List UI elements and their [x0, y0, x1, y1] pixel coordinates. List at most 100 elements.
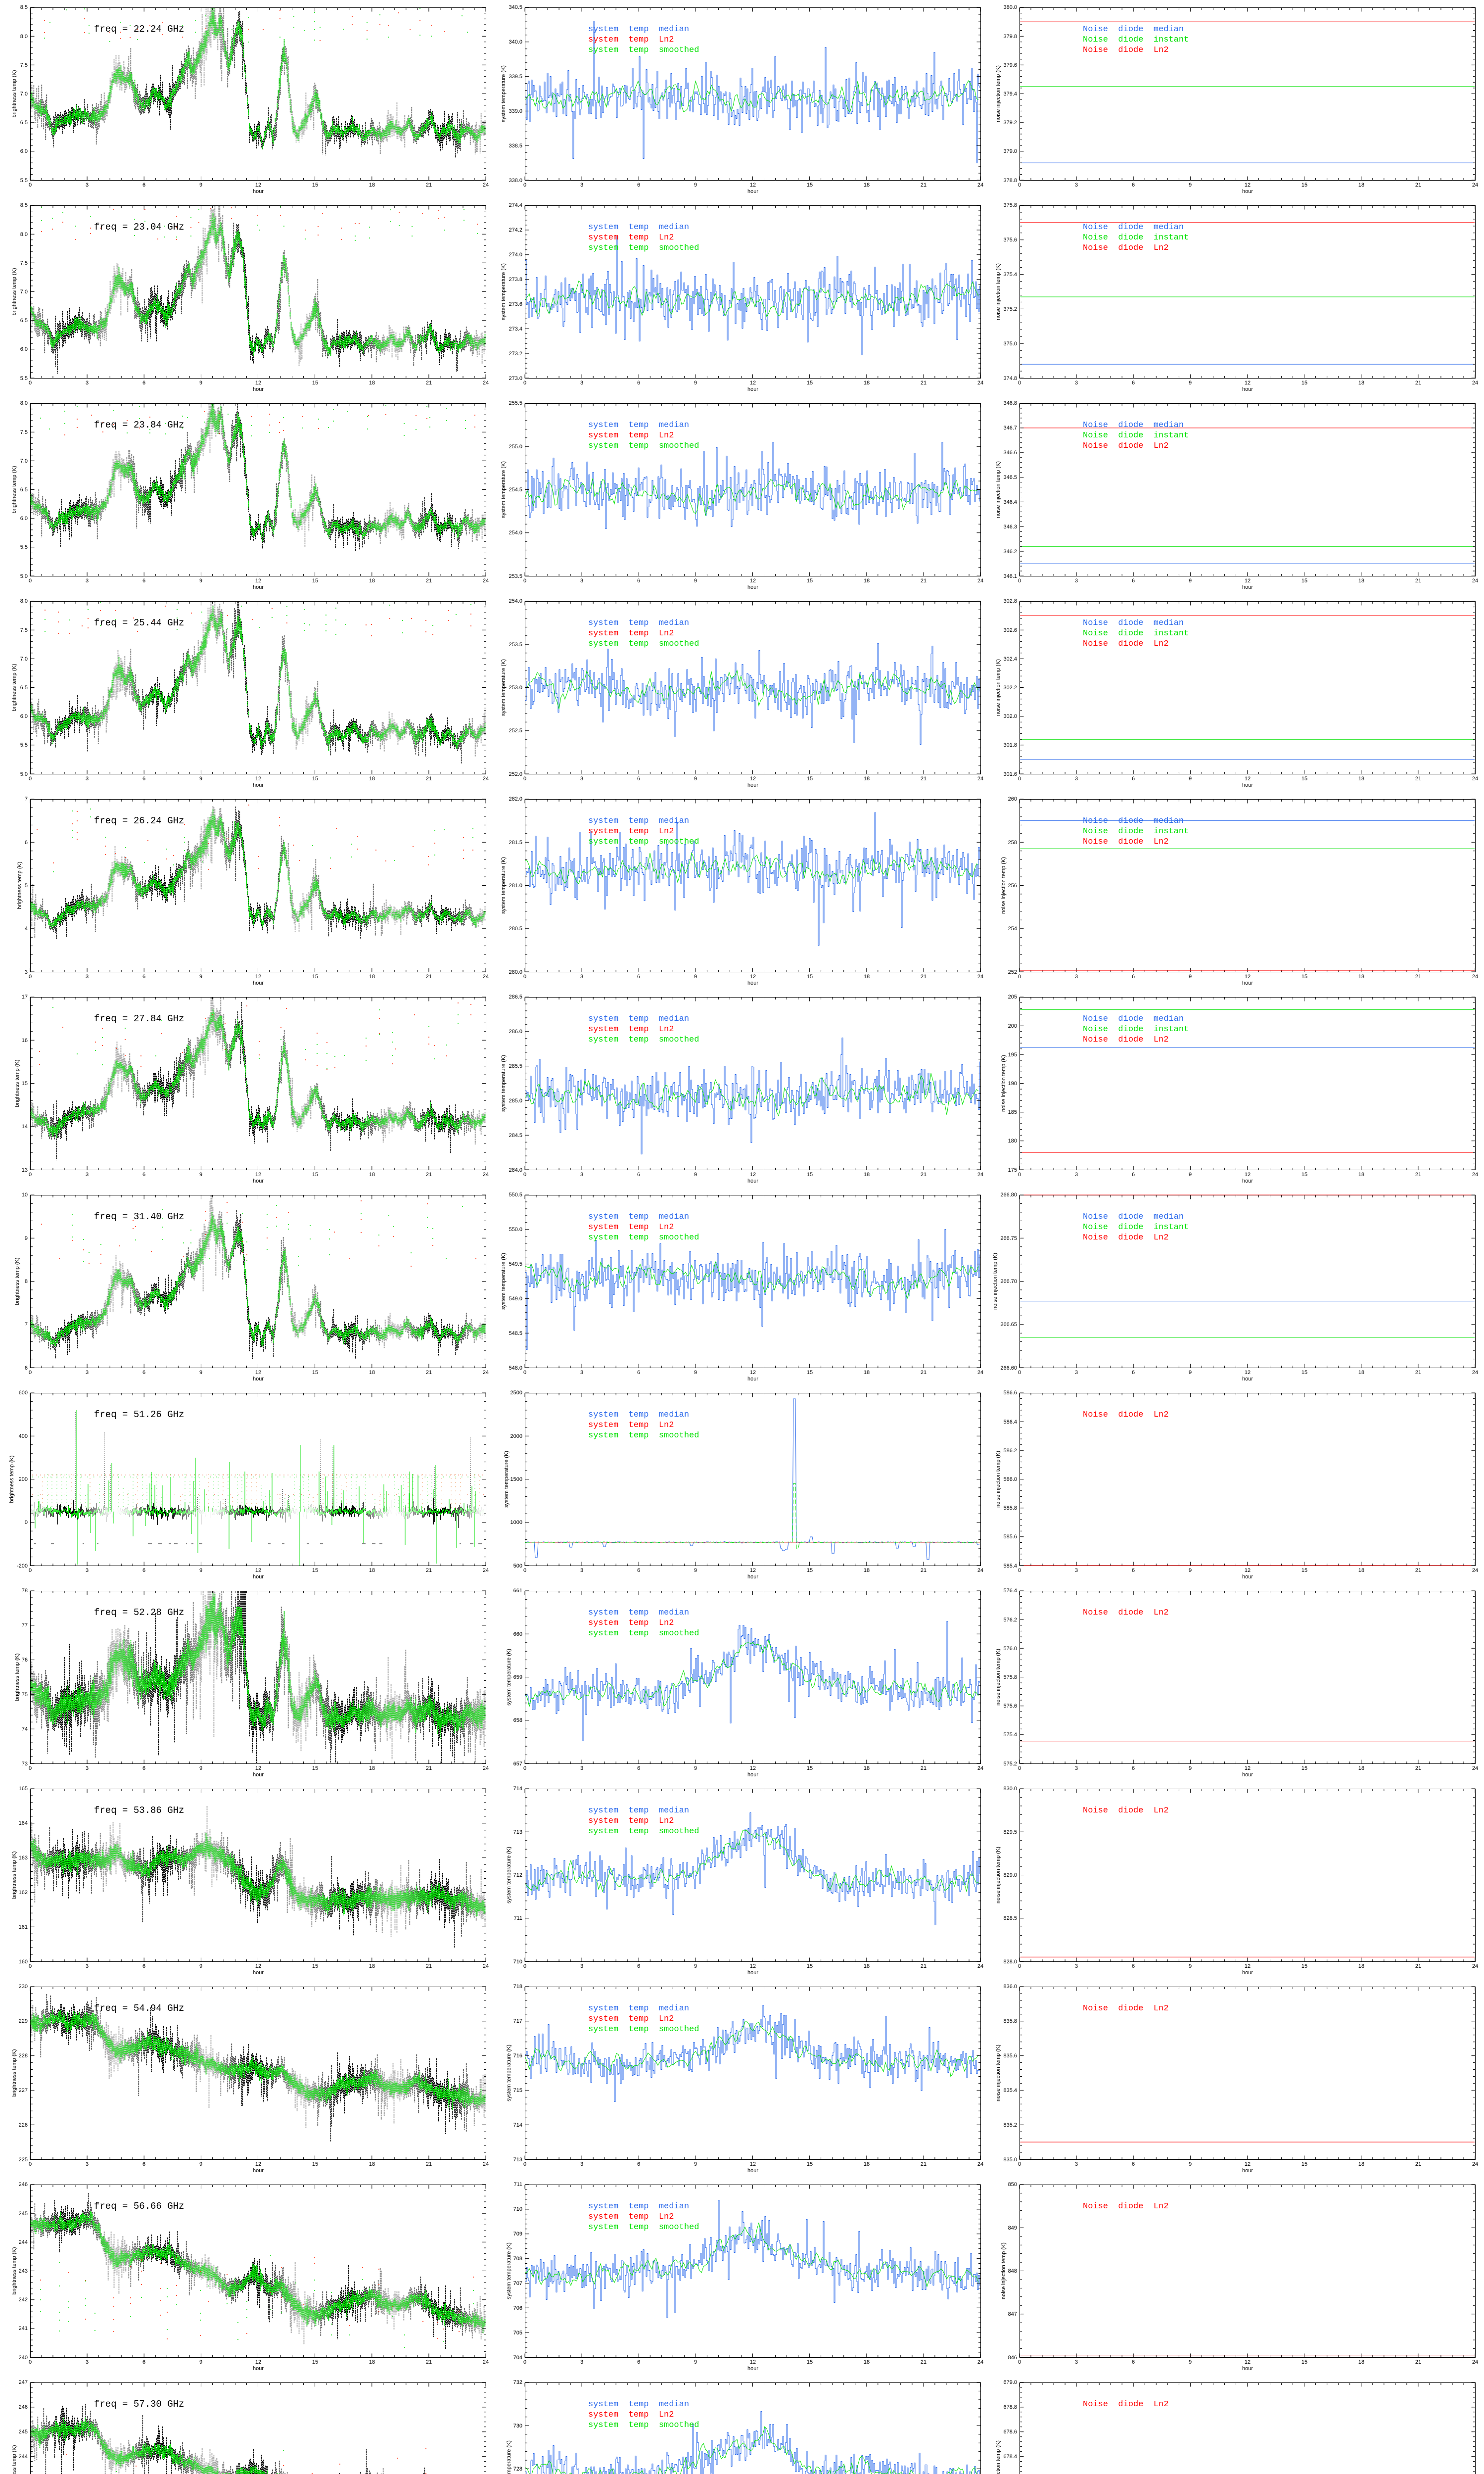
svg-text:375.0: 375.0: [1003, 341, 1017, 347]
svg-text:2000: 2000: [510, 1433, 522, 1439]
svg-text:828.5: 828.5: [1003, 1915, 1017, 1921]
svg-text:noise injection temp (K): noise injection temp (K): [995, 659, 1001, 716]
svg-text:5.5: 5.5: [20, 376, 28, 381]
svg-text:system temperature (K): system temperature (K): [501, 263, 507, 320]
svg-text:549.5: 549.5: [509, 1261, 522, 1267]
svg-text:229: 229: [19, 2018, 28, 2024]
svg-text:6: 6: [25, 840, 28, 846]
svg-text:704: 704: [513, 2355, 522, 2361]
svg-text:78: 78: [22, 1588, 28, 1594]
svg-text:274.0: 274.0: [509, 252, 522, 258]
svg-text:302.2: 302.2: [1003, 685, 1017, 691]
svg-text:6.5: 6.5: [20, 120, 28, 126]
svg-text:576.2: 576.2: [1003, 1617, 1017, 1623]
svg-text:286.5: 286.5: [509, 994, 522, 1000]
svg-text:550.5: 550.5: [509, 1192, 522, 1198]
svg-text:338.0: 338.0: [509, 178, 522, 184]
svg-text:266.60: 266.60: [1000, 1365, 1017, 1371]
svg-text:freq = 22.24 GHz: freq = 22.24 GHz: [94, 24, 184, 35]
svg-text:380.0: 380.0: [1003, 4, 1017, 10]
svg-text:273.6: 273.6: [509, 301, 522, 307]
svg-text:system temperature (K): system temperature (K): [501, 857, 507, 914]
svg-text:379.2: 379.2: [1003, 120, 1017, 126]
svg-text:585.8: 585.8: [1003, 1505, 1017, 1511]
svg-text:575.8: 575.8: [1003, 1674, 1017, 1680]
svg-text:241: 241: [19, 2326, 28, 2331]
svg-text:585.4: 585.4: [1003, 1563, 1017, 1569]
svg-text:828.0: 828.0: [1003, 1959, 1017, 1965]
svg-text:266.80: 266.80: [1000, 1192, 1017, 1198]
svg-text:850: 850: [1008, 2182, 1017, 2188]
svg-text:302.6: 302.6: [1003, 627, 1017, 633]
svg-text:8.0: 8.0: [20, 400, 28, 406]
svg-text:noise injection temp (K): noise injection temp (K): [995, 1649, 1001, 1706]
svg-text:6.0: 6.0: [20, 346, 28, 352]
svg-text:76: 76: [22, 1657, 28, 1663]
svg-text:noise injection temp (K): noise injection temp (K): [992, 1253, 998, 1310]
svg-text:500: 500: [513, 1563, 522, 1569]
svg-text:freq = 51.26 GHz: freq = 51.26 GHz: [94, 1409, 184, 1420]
svg-text:829.5: 829.5: [1003, 1829, 1017, 1835]
svg-text:brightness temp (K): brightness temp (K): [14, 1654, 20, 1701]
svg-text:379.0: 379.0: [1003, 148, 1017, 154]
svg-text:noise injection temp (K): noise injection temp (K): [1001, 1055, 1007, 1112]
svg-text:829.0: 829.0: [1003, 1872, 1017, 1878]
svg-text:346.3: 346.3: [1003, 524, 1017, 530]
svg-text:freq = 25.44 GHz: freq = 25.44 GHz: [94, 618, 184, 628]
svg-text:400: 400: [19, 1433, 28, 1439]
svg-text:375.4: 375.4: [1003, 272, 1017, 278]
svg-text:340.0: 340.0: [509, 39, 522, 45]
svg-text:5.0: 5.0: [20, 573, 28, 579]
svg-text:system temperature (K): system temperature (K): [501, 1055, 507, 1112]
svg-text:brightness temp (K): brightness temp (K): [14, 1060, 20, 1107]
svg-text:252.0: 252.0: [509, 771, 522, 777]
svg-text:7.0: 7.0: [20, 656, 28, 662]
svg-text:714: 714: [513, 1786, 522, 1792]
svg-text:848: 848: [1008, 2268, 1017, 2274]
svg-text:585.6: 585.6: [1003, 1534, 1017, 1540]
svg-text:system temperature (K): system temperature (K): [501, 461, 507, 518]
svg-text:338.5: 338.5: [509, 143, 522, 149]
svg-text:brightness temp (K): brightness temp (K): [9, 1456, 15, 1503]
svg-text:716: 716: [513, 2053, 522, 2059]
svg-text:657: 657: [513, 1761, 522, 1767]
svg-text:586.4: 586.4: [1003, 1419, 1017, 1425]
svg-text:noise injection temp (K): noise injection temp (K): [995, 2440, 1001, 2474]
svg-text:13: 13: [22, 1167, 28, 1173]
svg-text:705: 705: [513, 2330, 522, 2336]
svg-text:302.8: 302.8: [1003, 598, 1017, 604]
svg-text:728: 728: [513, 2466, 522, 2472]
svg-text:375.2: 375.2: [1003, 306, 1017, 312]
svg-text:715: 715: [513, 2088, 522, 2093]
svg-text:1500: 1500: [510, 1476, 522, 1482]
svg-text:346.6: 346.6: [1003, 450, 1017, 456]
svg-text:846: 846: [1008, 2355, 1017, 2361]
svg-text:10: 10: [22, 1192, 28, 1198]
svg-text:noise injection temp (K): noise injection temp (K): [1001, 2242, 1007, 2299]
svg-text:254: 254: [1008, 926, 1017, 932]
svg-text:1000: 1000: [510, 1520, 522, 1525]
svg-text:freq = 31.40 GHz: freq = 31.40 GHz: [94, 1211, 184, 1222]
svg-text:freq = 23.84 GHz: freq = 23.84 GHz: [94, 420, 184, 430]
svg-text:8.5: 8.5: [20, 202, 28, 208]
svg-text:281.5: 281.5: [509, 840, 522, 846]
svg-text:835.2: 835.2: [1003, 2122, 1017, 2128]
svg-text:586.2: 586.2: [1003, 1448, 1017, 1454]
svg-text:brightness temp (K): brightness temp (K): [11, 2049, 17, 2097]
svg-text:system temperature (K): system temperature (K): [501, 1253, 507, 1310]
svg-text:noise injection temp (K): noise injection temp (K): [995, 65, 1001, 122]
svg-text:6: 6: [25, 1365, 28, 1371]
svg-text:6.5: 6.5: [20, 487, 28, 493]
svg-text:freq = 26.24 GHz: freq = 26.24 GHz: [94, 815, 184, 826]
svg-text:freq = 23.04 GHz: freq = 23.04 GHz: [94, 222, 184, 233]
svg-text:575.4: 575.4: [1003, 1732, 1017, 1738]
svg-text:system temperature (K): system temperature (K): [506, 2045, 512, 2101]
svg-text:161: 161: [19, 1924, 28, 1930]
svg-text:8.0: 8.0: [20, 598, 28, 604]
svg-text:243: 243: [19, 2268, 28, 2274]
svg-text:711: 711: [513, 2182, 522, 2188]
svg-text:16: 16: [22, 1038, 28, 1044]
svg-text:339.0: 339.0: [509, 108, 522, 114]
svg-text:274.4: 274.4: [509, 202, 522, 208]
svg-text:164: 164: [19, 1820, 28, 1826]
